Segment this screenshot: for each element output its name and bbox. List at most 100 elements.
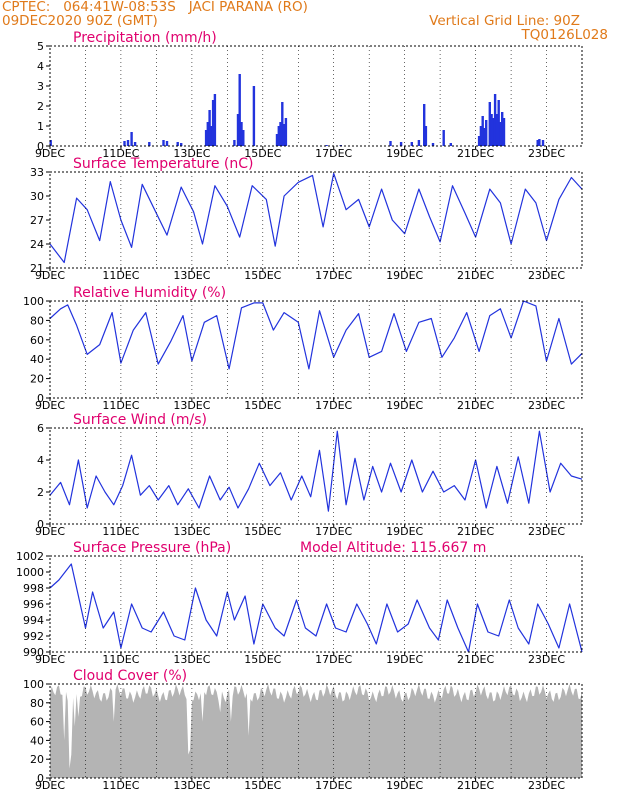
- plot-frame: [49, 171, 583, 269]
- precip-bar: [165, 141, 169, 146]
- x-tick-label: 13DEC: [173, 653, 210, 666]
- cloud-cover-title: Cloud Cover (%): [73, 668, 187, 684]
- x-tick-label: 21DEC: [457, 399, 494, 412]
- precip-bar: [180, 143, 183, 146]
- y-tick-label: 80: [30, 697, 44, 710]
- precip-bar: [536, 140, 539, 146]
- pressure-panel: 990 992 994 996 998 1000 1002 9DEC 11DEC 13DEC 15D…: [16, 540, 583, 666]
- y-tick-label: 6: [37, 422, 44, 435]
- precip-bar: [495, 114, 499, 146]
- header-model-code: TQ0126L028: [521, 27, 608, 43]
- y-tick-label: 27: [30, 214, 44, 227]
- pressure-title: Surface Pressure (hPa): [73, 540, 231, 556]
- y-tick-label: 4: [37, 454, 44, 467]
- temperature-series-line: [49, 172, 583, 264]
- x-tick-label: 15DEC: [244, 269, 281, 282]
- x-tick-label: 9DEC: [35, 779, 65, 792]
- x-tick-label: 21DEC: [457, 779, 494, 792]
- x-tick-label: 9DEC: [35, 653, 65, 666]
- x-tick-label: 23DEC: [528, 653, 565, 666]
- y-tick-label: 0: [37, 392, 44, 405]
- precip-bar: [479, 126, 483, 146]
- precip-bar: [130, 132, 133, 146]
- y-tick-label: 80: [30, 314, 44, 327]
- x-tick-label: 13DEC: [173, 269, 210, 282]
- y-tick-label: 21: [30, 262, 44, 275]
- y-tick-label: 40: [30, 734, 44, 747]
- precip-bar: [279, 122, 282, 146]
- y-tick-label: 2: [37, 100, 44, 113]
- precipitation-title: Precipitation (mm/h): [73, 30, 217, 46]
- precip-bar: [485, 120, 488, 146]
- x-tick-label: 17DEC: [315, 147, 352, 160]
- precip-bar: [538, 139, 541, 146]
- y-tick-label: 100: [23, 678, 44, 691]
- temperature-panel: 21 24 27 30 33 9DEC 11DEC 13DEC 15DEC 17DEC 19DEC 2…: [30, 156, 583, 282]
- x-tick-label: 23DEC: [528, 269, 565, 282]
- x-tick-label: 17DEC: [315, 779, 352, 792]
- x-tick-label: 11DEC: [102, 147, 139, 160]
- header-station: CPTEC: 064:41W-08:53S JACI PARANA (RO): [2, 0, 308, 15]
- precip-bar: [213, 94, 217, 146]
- wind-series-line: [49, 430, 583, 512]
- precip-bar: [126, 140, 130, 146]
- x-tick-label: 13DEC: [173, 399, 210, 412]
- pressure-series-line: [49, 563, 583, 653]
- x-tick-label: 13DEC: [173, 147, 210, 160]
- precip-bar: [240, 122, 243, 146]
- precip-bar: [123, 141, 126, 146]
- x-tick-label: 17DEC: [315, 399, 352, 412]
- x-tick-label: 11DEC: [102, 399, 139, 412]
- precip-bar: [431, 143, 435, 146]
- y-tick-label: 990: [23, 646, 44, 659]
- x-tick-label: 9DEC: [35, 525, 65, 538]
- x-tick-label: 11DEC: [102, 525, 139, 538]
- plot-frame: [49, 683, 583, 779]
- precip-bar: [423, 104, 426, 146]
- precip-bar: [252, 86, 256, 146]
- plot-frame: [49, 45, 583, 147]
- x-tick-label: 23DEC: [528, 147, 565, 160]
- y-tick-label: 33: [30, 166, 44, 179]
- wind-title: Surface Wind (m/s): [73, 412, 207, 428]
- x-tick-label: 19DEC: [386, 653, 423, 666]
- precip-bar: [449, 143, 452, 146]
- cloud-cover-panel: 0 20 40 60 80 100 9DEC 11DEC 13DEC 15DEC 17DEC 19DE…: [23, 668, 583, 792]
- x-tick-label: 9DEC: [35, 399, 65, 412]
- humidity-series-line: [49, 300, 583, 370]
- precip-bar: [502, 118, 506, 146]
- x-tick-label: 19DEC: [386, 147, 423, 160]
- precip-bar: [417, 140, 421, 146]
- precip-bar: [410, 142, 413, 146]
- temperature-title: Surface Temperature (nC): [73, 156, 254, 172]
- precip-bar: [389, 141, 392, 146]
- precip-bar: [497, 100, 500, 146]
- x-tick-label: 19DEC: [386, 779, 423, 792]
- plot-frame: [49, 555, 583, 653]
- precip-bar: [162, 140, 165, 146]
- x-tick-label: 21DEC: [457, 147, 494, 160]
- precip-bar: [211, 100, 215, 146]
- precip-bar: [493, 94, 497, 146]
- precip-bar: [204, 130, 208, 146]
- x-tick-label: 15DEC: [244, 525, 281, 538]
- y-tick-label: 996: [23, 598, 44, 611]
- precip-bar: [399, 142, 403, 146]
- precip-bar: [488, 102, 491, 146]
- x-tick-label: 13DEC: [173, 525, 210, 538]
- x-tick-label: 23DEC: [528, 779, 565, 792]
- x-tick-label: 15DEC: [244, 147, 281, 160]
- x-tick-label: 21DEC: [457, 653, 494, 666]
- y-tick-label: 2: [37, 486, 44, 499]
- x-tick-label: 11DEC: [102, 779, 139, 792]
- x-tick-label: 15DEC: [244, 399, 281, 412]
- x-tick-label: 17DEC: [315, 269, 352, 282]
- precip-bar: [238, 74, 241, 146]
- humidity-panel: 0 20 40 60 80 100 9DEC 11DEC 13DEC 15DEC 17DEC 19DE…: [23, 285, 583, 412]
- precip-bar: [541, 140, 545, 146]
- precip-bar: [236, 114, 240, 146]
- x-tick-label: 15DEC: [244, 779, 281, 792]
- cloud-cover-area: [50, 684, 582, 778]
- x-tick-label: 9DEC: [35, 269, 65, 282]
